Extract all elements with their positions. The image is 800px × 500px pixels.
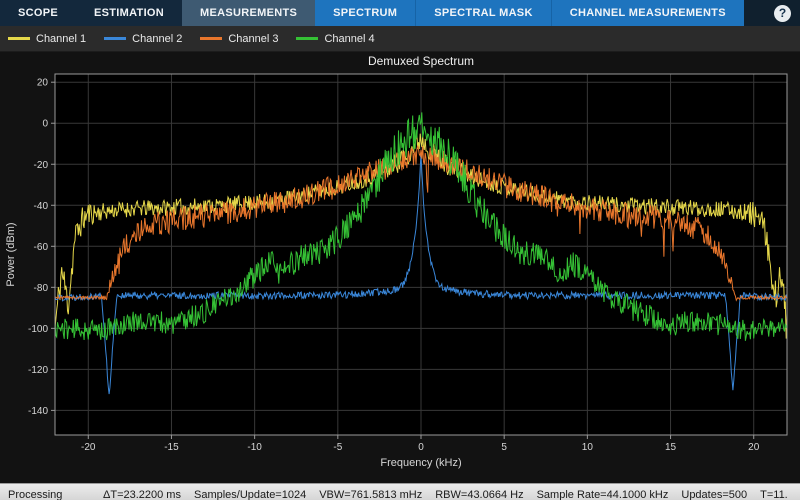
svg-text:0: 0 [42,119,48,130]
tab-measurements[interactable]: MEASUREMENTS [182,0,316,26]
legend-item-1[interactable]: Channel 1 [8,33,86,45]
svg-text:15: 15 [665,442,677,453]
tab-estimation[interactable]: ESTIMATION [76,0,183,26]
x-axis-tick-labels: -20 -15 -10 -5 0 5 10 15 20 [81,442,760,453]
legend: Channel 1 Channel 2 Channel 3 Channel 4 [0,26,800,52]
svg-text:-40: -40 [34,201,49,212]
chart-title: Demuxed Spectrum [368,54,474,68]
legend-item-3[interactable]: Channel 3 [200,33,278,45]
svg-text:10: 10 [582,442,594,453]
svg-text:-60: -60 [34,242,49,253]
svg-text:0: 0 [418,442,424,453]
spectrum-chart[interactable]: -20 -15 -10 -5 0 5 10 15 20 20 0 -20 -40 -60 -80 -100 -1… [0,52,800,478]
tab-spectral-mask[interactable]: SPECTRAL MASK [415,0,551,26]
y-axis-label: Power (dBm) [5,222,17,286]
status-item: Sample Rate=44.1000 kHz [536,488,669,500]
svg-text:-5: -5 [333,442,342,453]
tab-channel-measurements[interactable]: CHANNEL MEASUREMENTS [550,0,744,26]
status-item: Updates=500 [681,488,748,500]
tab-spectrum[interactable]: SPECTRUM [315,0,416,26]
legend-swatch-1 [8,37,30,40]
legend-label: Channel 4 [324,32,375,45]
status-item: VBW=761.5813 mHz [319,488,423,500]
legend-label: Channel 1 [36,32,87,45]
svg-text:-80: -80 [34,283,49,294]
status-item: ΔT=23.2200 ms [103,488,181,500]
status-bar: Processing ΔT=23.2200 ms Samples/Update=1… [0,483,800,500]
status-item: Samples/Update=1024 [193,488,307,500]
legend-item-4[interactable]: Channel 4 [296,32,375,45]
legend-item-2[interactable]: Channel 2 [104,33,182,45]
svg-text:-20: -20 [34,160,49,171]
status-items: ΔT=23.2200 ms Samples/Update=1024 VBW=761.… [103,489,800,500]
trace-channel-3 [55,145,787,302]
status-state: Processing [8,488,63,500]
svg-text:-100: -100 [28,324,48,335]
tab-scope[interactable]: SCOPE [0,0,77,26]
chart-area[interactable]: -20 -15 -10 -5 0 5 10 15 20 20 0 -20 -40 -60 -80 -100 -1… [0,52,800,483]
svg-text:-120: -120 [28,365,48,376]
toolbar-spacer [743,0,774,26]
svg-text:-140: -140 [28,406,48,417]
legend-swatch-2 [104,37,127,40]
svg-text:20: 20 [37,78,49,89]
status-item: RBW=43.0664 Hz [435,488,524,500]
svg-text:5: 5 [501,442,507,453]
y-axis-tick-labels: 20 0 -20 -40 -60 -80 -100 -120 -140 [28,78,48,417]
svg-text:-10: -10 [247,442,262,453]
legend-label: Channel 2 [132,32,183,45]
svg-text:-15: -15 [164,442,179,453]
trace-channel-1 [55,132,787,339]
trace-channel-4 [55,112,787,341]
toolbar-tabs: SCOPE ESTIMATION MEASUREMENTS SPECTRUM SPECT… [0,0,744,26]
legend-swatch-3 [200,37,223,40]
svg-text:20: 20 [748,442,760,453]
toolbar: SCOPE ESTIMATION MEASUREMENTS SPECTRUM SPECT… [0,0,800,26]
axis-ticks [51,81,755,439]
x-axis-label: Frequency (kHz) [380,457,461,469]
legend-swatch-4 [296,37,319,40]
svg-text:-20: -20 [81,442,96,453]
legend-label: Channel 3 [228,32,279,45]
status-item: T=11. [760,488,788,500]
help-button[interactable]: ? [774,4,791,22]
